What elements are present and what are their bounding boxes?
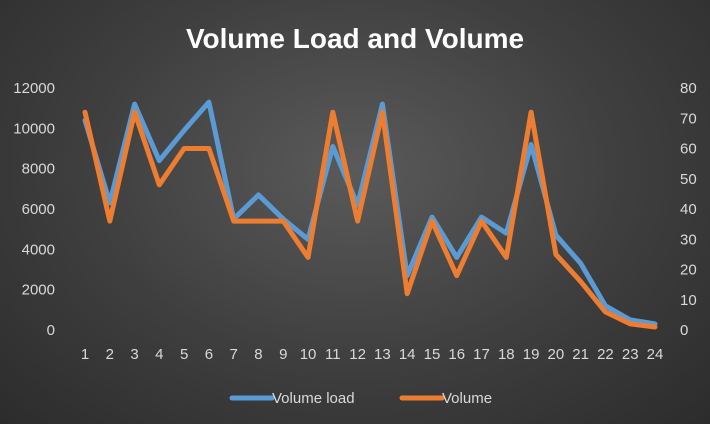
left-y-tick-label: 10000: [13, 120, 55, 137]
x-tick-label: 10: [300, 346, 317, 363]
x-tick-label: 4: [155, 346, 163, 363]
chart-title: Volume Load and Volume: [186, 23, 524, 54]
x-tick-label: 17: [473, 346, 490, 363]
legend-label-volume: Volume: [442, 390, 492, 407]
left-y-tick-label: 8000: [22, 161, 55, 178]
x-tick-label: 8: [254, 346, 262, 363]
x-tick-label: 14: [399, 346, 416, 363]
right-y-tick-label: 40: [680, 201, 697, 218]
series-line-volume-load: [82, 99, 658, 327]
x-tick-label: 23: [622, 346, 639, 363]
right-y-tick-label: 70: [680, 110, 697, 127]
x-tick-label: 3: [130, 346, 138, 363]
x-tick-label: 1: [81, 346, 89, 363]
x-tick-label: 16: [448, 346, 465, 363]
x-tick-label: 13: [374, 346, 391, 363]
x-tick-label: 9: [279, 346, 287, 363]
right-y-tick-label: 0: [680, 322, 688, 339]
right-y-tick-label: 50: [680, 171, 697, 188]
series-line-volume: [82, 109, 658, 330]
x-tick-label: 15: [424, 346, 441, 363]
left-y-tick-label: 12000: [13, 80, 55, 97]
right-y-axis: 0 10 20 30 40 50 60 70 80: [680, 80, 697, 339]
x-axis: 1 2 3 4 5 6 7 8 9 10 11 12 13 14 15 16 17 18 19 20 21 22 23 24: [81, 346, 664, 363]
x-tick-label: 11: [325, 346, 341, 363]
left-y-tick-label: 4000: [22, 241, 55, 258]
x-tick-label: 22: [597, 346, 614, 363]
x-tick-label: 12: [349, 346, 366, 363]
left-y-tick-label: 0: [47, 322, 55, 339]
x-tick-label: 7: [230, 346, 238, 363]
x-tick-label: 20: [548, 346, 565, 363]
left-y-axis: 0 2000 4000 6000 8000 10000 12000: [13, 80, 55, 339]
left-y-tick-label: 6000: [22, 201, 55, 218]
right-y-tick-label: 10: [680, 292, 697, 309]
x-tick-label: 19: [523, 346, 540, 363]
legend: Volume load Volume: [229, 390, 492, 407]
x-tick-label: 24: [647, 346, 664, 363]
right-y-tick-label: 60: [680, 141, 697, 158]
series-layer: [82, 99, 658, 330]
legend-label-volume-load: Volume load: [272, 390, 355, 407]
x-tick-label: 5: [180, 346, 188, 363]
x-tick-label: 6: [205, 346, 213, 363]
x-tick-label: 21: [572, 346, 589, 363]
right-y-tick-label: 20: [680, 262, 697, 279]
right-y-tick-label: 80: [680, 80, 697, 97]
x-tick-label: 2: [106, 346, 114, 363]
right-y-tick-label: 30: [680, 231, 697, 248]
left-y-tick-label: 2000: [22, 282, 55, 299]
x-tick-label: 18: [498, 346, 515, 363]
